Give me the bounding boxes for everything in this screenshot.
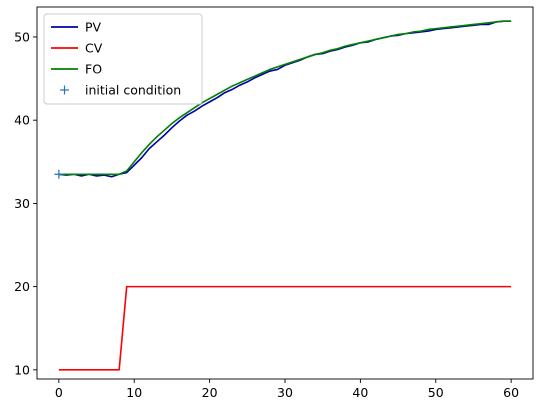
- x-tick-label: 50: [428, 385, 444, 400]
- legend-label-fo: FO: [85, 62, 102, 77]
- x-axis: 0 10 20 30 40 50 60: [55, 379, 519, 400]
- x-tick-label: 60: [503, 385, 519, 400]
- legend-label-initial-condition: initial condition: [85, 83, 181, 98]
- y-tick-label: 40: [14, 113, 30, 128]
- x-tick-label: 40: [352, 385, 368, 400]
- y-tick-label: 30: [14, 196, 30, 211]
- y-axis: 10 20 30 40 50: [14, 29, 37, 377]
- legend: PV CV FO initial condition: [43, 13, 203, 105]
- marker-initial-condition: [54, 169, 64, 179]
- x-tick-label: 10: [126, 385, 142, 400]
- series-line-cv: [58, 285, 512, 371]
- series-layer: [54, 20, 512, 371]
- y-tick-label: 10: [14, 362, 30, 377]
- x-tick-label: 30: [277, 385, 293, 400]
- x-tick-label: 20: [202, 385, 218, 400]
- legend-label-pv: PV: [85, 20, 102, 35]
- y-tick-label: 20: [14, 279, 30, 294]
- legend-label-cv: CV: [85, 41, 103, 56]
- legend-swatch-initial-condition: [60, 85, 69, 95]
- series-line-fo: [58, 20, 512, 176]
- y-tick-label: 50: [14, 29, 30, 44]
- legend-box: [43, 13, 203, 105]
- x-tick-label: 0: [55, 385, 63, 400]
